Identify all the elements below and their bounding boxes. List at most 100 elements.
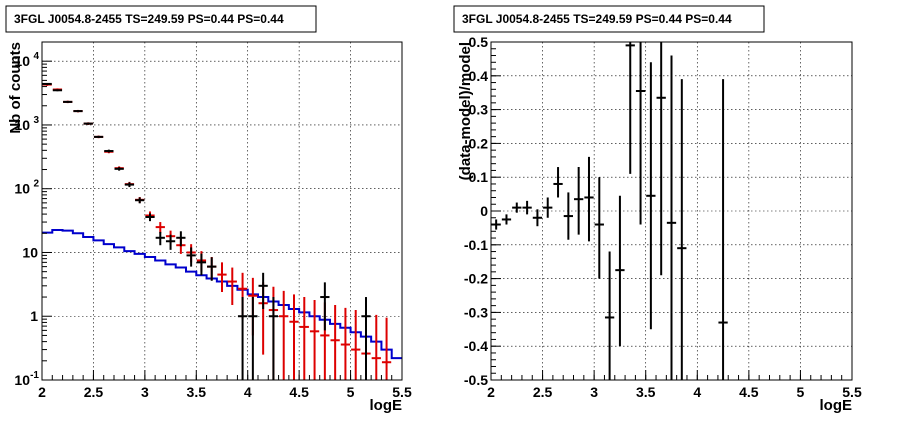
residual-point — [677, 79, 687, 380]
residual-point — [646, 62, 656, 330]
x-tick-label: 2 — [38, 384, 46, 400]
x-tick-label: 2.5 — [533, 384, 553, 400]
data-point — [93, 135, 104, 138]
residual-point — [594, 177, 604, 279]
residual-point — [532, 209, 543, 227]
data-point — [155, 222, 165, 234]
residual-point — [543, 197, 553, 218]
data-point — [165, 234, 176, 250]
model-sum-points — [42, 83, 392, 380]
x-tick-label: 4.5 — [739, 384, 759, 400]
x-tick-label: 4 — [693, 384, 701, 400]
data-points — [42, 82, 371, 380]
x-tick-label: 2.5 — [84, 384, 104, 400]
data-point — [371, 314, 381, 380]
data-point — [361, 297, 371, 380]
y-tick-label: 0 — [480, 203, 488, 219]
x-tick-label: 5.5 — [842, 384, 862, 400]
data-point — [299, 297, 309, 380]
residual-point — [615, 195, 625, 347]
y-tick-label: 0.1 — [469, 169, 489, 185]
data-point — [330, 305, 340, 380]
y-tick-label: 0.2 — [469, 135, 489, 151]
residual-point — [604, 251, 615, 380]
data-point — [155, 231, 165, 246]
residual-point — [522, 200, 532, 215]
residual-point — [718, 79, 728, 380]
chart-title: 3FGL J0054.8-2455 TS=249.59 PS=0.44 PS=0… — [14, 12, 284, 26]
y-tick-label: -0.2 — [464, 271, 488, 287]
model-histogram-line — [42, 229, 402, 360]
data-point — [186, 247, 196, 267]
x-tick-label: 4.5 — [289, 384, 309, 400]
residual-point — [625, 42, 635, 174]
y-tick-label: 1 — [30, 308, 38, 324]
data-point — [124, 182, 135, 188]
y-tick-exponent: 3 — [33, 115, 39, 126]
y-tick-label: -0.3 — [464, 304, 488, 320]
data-point — [340, 307, 351, 380]
data-point — [248, 297, 258, 380]
x-tick-label: 5 — [347, 384, 355, 400]
y-tick-exponent: 4 — [33, 51, 39, 62]
residual-point — [584, 156, 594, 242]
plot-area — [491, 42, 728, 380]
residual-point — [666, 55, 677, 380]
residual-point — [656, 42, 666, 276]
residual-points — [491, 42, 728, 380]
y-tick-label: 10 — [14, 117, 30, 133]
counts-histogram-panel: 3FGL J0054.8-2455 TS=249.59 PS=0.44 PS=0… — [5, 5, 412, 414]
axes: 2 2.5 3 3.5 4 4.5 5 5.5 -0.5 -0.4 -0.3 -0.2 -0.1 0 0.1… — [464, 34, 862, 400]
residual-point — [563, 192, 573, 240]
data-point — [63, 100, 73, 103]
residual-point — [501, 214, 512, 225]
y-tick-label: 10 — [22, 244, 38, 260]
x-tick-label: 3 — [590, 384, 598, 400]
data-point — [73, 110, 83, 113]
y-tick-label: 10 — [14, 53, 30, 69]
data-point — [114, 167, 124, 171]
chart-title-box — [453, 5, 765, 33]
data-point — [320, 282, 330, 331]
y-tick-label: -0.1 — [464, 237, 488, 253]
data-point — [104, 149, 114, 153]
y-tick-label: 10 — [14, 181, 30, 197]
y-tick-label: 10 — [14, 372, 30, 388]
data-point — [42, 82, 52, 85]
grid-lines — [42, 42, 402, 380]
data-point — [237, 297, 248, 380]
data-point — [279, 290, 289, 380]
x-tick-label: 3 — [141, 384, 149, 400]
data-point — [227, 267, 237, 306]
data-point — [381, 317, 392, 380]
x-tick-label: 3.5 — [636, 384, 656, 400]
x-tick-label: 5.5 — [392, 384, 412, 400]
x-tick-label: 2 — [487, 384, 495, 400]
chart-title: 3FGL J0054.8-2455 TS=249.59 PS=0.44 PS=0… — [462, 12, 732, 26]
chart-title-box — [5, 5, 317, 33]
data-point — [217, 262, 227, 292]
data-point — [351, 310, 361, 380]
data-point — [145, 213, 155, 222]
residual-point — [574, 167, 584, 235]
x-tick-label: 4 — [244, 384, 252, 400]
y-tick-label: -0.5 — [464, 372, 488, 388]
data-point — [268, 297, 279, 380]
y-tick-label: 0.5 — [469, 34, 489, 50]
data-point — [258, 272, 268, 309]
y-axis-title: (data-model)/model — [457, 42, 474, 180]
x-tick-label: 3.5 — [187, 384, 207, 400]
plot-area — [42, 82, 402, 380]
y-tick-label: 0.4 — [469, 68, 489, 84]
plot-frame — [41, 41, 403, 381]
residual-point — [512, 202, 522, 213]
y-axis-title: Nb of counts — [7, 42, 24, 134]
data-point — [52, 89, 63, 92]
residual-point — [553, 167, 563, 198]
y-tick-label: -0.4 — [464, 338, 488, 354]
y-tick-exponent: -1 — [30, 370, 39, 381]
data-point — [176, 231, 186, 247]
data-point — [196, 253, 207, 276]
